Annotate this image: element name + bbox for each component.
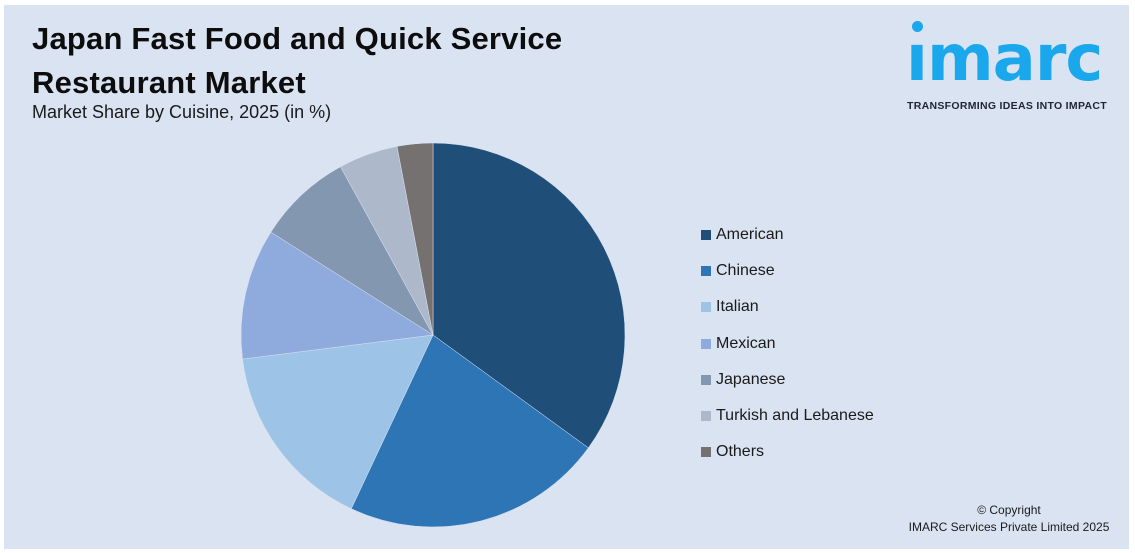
legend-item-japanese: Japanese bbox=[701, 362, 874, 398]
legend-swatch-icon bbox=[701, 374, 711, 385]
pie-slice-japanese bbox=[270, 166, 434, 336]
chart-subtitle: Market Share by Cuisine, 2025 (in %) bbox=[32, 102, 332, 122]
title-line-1: Japan Fast Food and Quick Service bbox=[32, 21, 563, 56]
pie-chart bbox=[240, 142, 626, 528]
page-title: Japan Fast Food and Quick Service Restau… bbox=[32, 17, 562, 105]
legend-item-italian: Italian bbox=[701, 289, 874, 325]
pie-slice-others bbox=[396, 142, 434, 336]
legend-label: Others bbox=[716, 443, 765, 461]
legend-item-chinese: Chinese bbox=[701, 253, 874, 289]
legend-item-turkish-and-lebanese: Turkish and Lebanese bbox=[701, 398, 874, 434]
pie-slice-italian bbox=[242, 334, 434, 510]
legend-label: Japanese bbox=[716, 370, 786, 388]
logo-dot-icon bbox=[912, 21, 923, 32]
logo-tagline: TRANSFORMING IDEAS INTO IMPACT bbox=[907, 100, 1107, 112]
legend-swatch-icon bbox=[701, 230, 711, 241]
legend-label: American bbox=[716, 226, 784, 244]
chart-legend: American Chinese Italian Mexican Japanese Tur… bbox=[701, 217, 874, 470]
chart-card: Japan Fast Food and Quick Service Restau… bbox=[4, 5, 1129, 549]
legend-item-american: American bbox=[701, 217, 874, 253]
legend-swatch-icon bbox=[701, 338, 711, 349]
pie-slice-american bbox=[432, 142, 626, 449]
legend-item-mexican: Mexican bbox=[701, 326, 874, 362]
legend-item-others: Others bbox=[701, 434, 874, 470]
legend-swatch-icon bbox=[701, 447, 711, 458]
logo-wordmark: ımarc bbox=[906, 22, 1103, 96]
pie-slice-mexican bbox=[240, 231, 434, 360]
legend-label: Turkish and Lebanese bbox=[716, 407, 874, 425]
legend-swatch-icon bbox=[701, 302, 711, 313]
legend-swatch-icon bbox=[701, 411, 711, 422]
imarc-logo: ımarc TRANSFORMING IDEAS INTO IMPACT bbox=[904, 17, 1124, 117]
copyright-line-2: IMARC Services Private Limited 2025 bbox=[908, 520, 1110, 534]
title-line-2: Restaurant Market bbox=[32, 65, 306, 100]
copyright-line-1: © Copyright bbox=[977, 503, 1041, 517]
legend-swatch-icon bbox=[701, 266, 711, 277]
legend-label: Italian bbox=[716, 298, 759, 316]
copyright: © Copyright IMARC Services Private Limit… bbox=[894, 502, 1124, 536]
legend-label: Chinese bbox=[716, 262, 775, 280]
legend-label: Mexican bbox=[716, 334, 776, 352]
